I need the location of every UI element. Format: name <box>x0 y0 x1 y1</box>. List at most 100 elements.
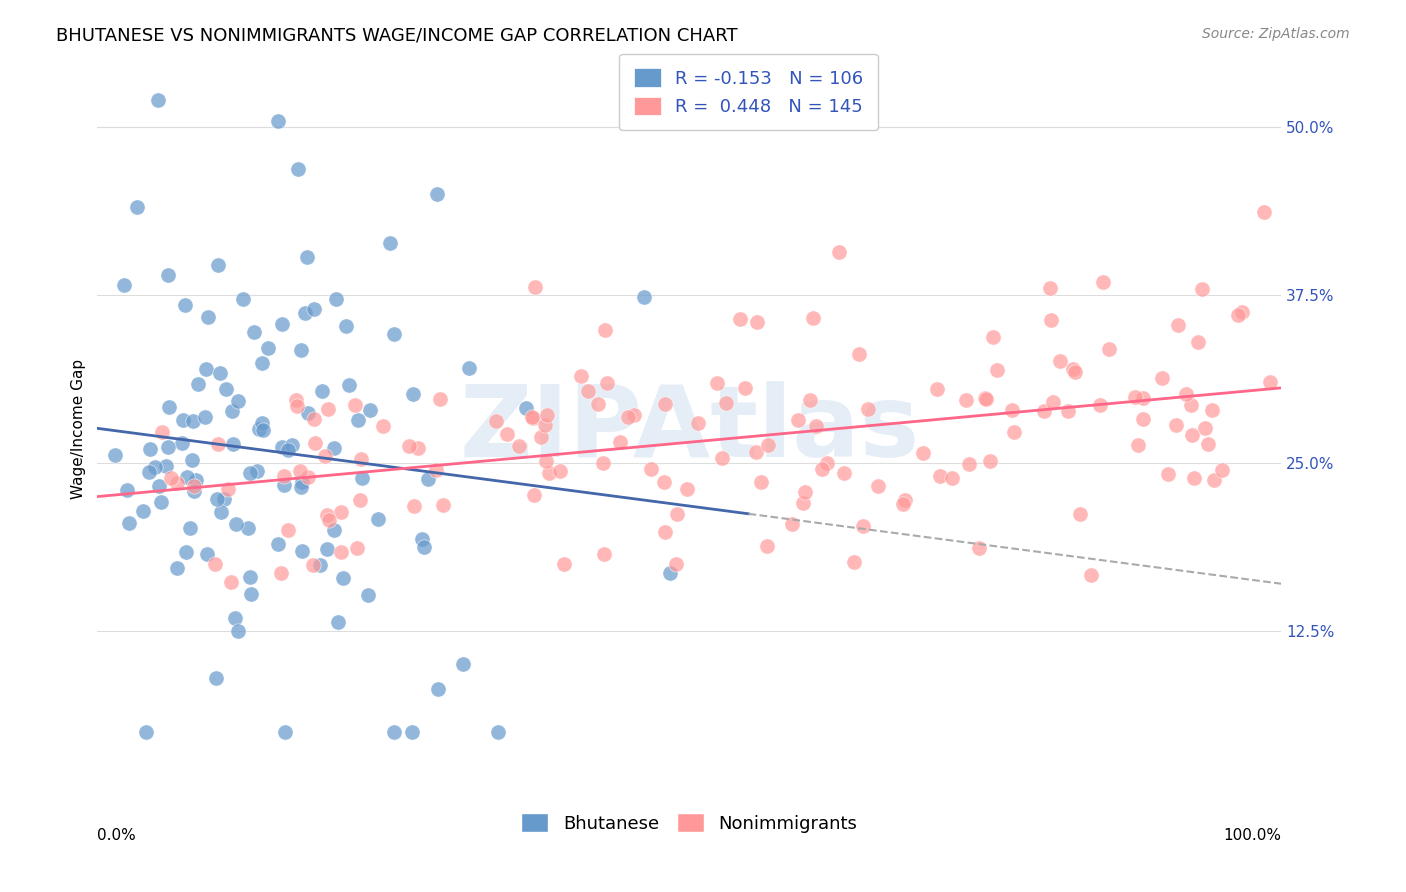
Bhutanese <box>323 524 346 538</box>
Nonimmigrants <box>1126 437 1149 451</box>
Nonimmigrants <box>349 493 371 508</box>
Nonimmigrants <box>756 539 779 553</box>
Nonimmigrants <box>623 408 645 422</box>
Bhutanese <box>453 657 475 671</box>
Nonimmigrants <box>665 558 688 572</box>
Nonimmigrants <box>1040 312 1063 326</box>
Nonimmigrants <box>1002 425 1025 439</box>
Nonimmigrants <box>842 555 865 569</box>
Nonimmigrants <box>780 516 803 531</box>
Bhutanese <box>195 362 218 376</box>
Nonimmigrants <box>676 482 699 496</box>
Bhutanese <box>273 478 295 492</box>
Nonimmigrants <box>1253 205 1275 219</box>
Nonimmigrants <box>285 393 308 408</box>
Bhutanese <box>247 422 270 436</box>
Nonimmigrants <box>815 456 838 470</box>
Bhutanese <box>277 442 299 457</box>
Text: 0.0%: 0.0% <box>97 829 136 844</box>
Nonimmigrants <box>304 436 326 450</box>
Nonimmigrants <box>270 566 292 581</box>
Nonimmigrants <box>534 454 557 468</box>
Nonimmigrants <box>652 475 675 490</box>
Nonimmigrants <box>1157 467 1180 482</box>
Nonimmigrants <box>1064 365 1087 379</box>
Nonimmigrants <box>1226 308 1249 322</box>
Nonimmigrants <box>1062 362 1084 376</box>
Nonimmigrants <box>569 369 592 384</box>
Nonimmigrants <box>288 464 311 478</box>
Bhutanese <box>239 570 262 584</box>
Bhutanese <box>411 532 433 546</box>
Nonimmigrants <box>373 418 395 433</box>
Bhutanese <box>250 356 273 370</box>
Nonimmigrants <box>1150 371 1173 385</box>
Nonimmigrants <box>983 330 1005 344</box>
Nonimmigrants <box>1180 398 1202 412</box>
Nonimmigrants <box>1088 398 1111 412</box>
Nonimmigrants <box>302 411 325 425</box>
Nonimmigrants <box>1042 395 1064 409</box>
Bhutanese <box>346 413 368 427</box>
Nonimmigrants <box>207 437 229 451</box>
Bhutanese <box>297 406 319 420</box>
Nonimmigrants <box>866 479 889 493</box>
Bhutanese <box>115 483 138 498</box>
Bhutanese <box>186 473 208 487</box>
Nonimmigrants <box>592 456 614 470</box>
Nonimmigrants <box>711 451 734 466</box>
Bhutanese <box>183 483 205 498</box>
Text: ZIPAtlas: ZIPAtlas <box>460 381 920 478</box>
Nonimmigrants <box>484 414 506 428</box>
Bhutanese <box>352 471 374 485</box>
Bhutanese <box>287 161 309 176</box>
Nonimmigrants <box>404 499 426 513</box>
Bhutanese <box>148 478 170 492</box>
Nonimmigrants <box>1230 304 1253 318</box>
Bhutanese <box>486 724 509 739</box>
Bhutanese <box>224 611 246 625</box>
Bhutanese <box>294 306 316 320</box>
Nonimmigrants <box>1258 376 1281 390</box>
Nonimmigrants <box>553 558 575 572</box>
Bhutanese <box>208 366 231 380</box>
Bhutanese <box>176 470 198 484</box>
Bhutanese <box>359 403 381 417</box>
Bhutanese <box>239 467 262 481</box>
Text: BHUTANESE VS NONIMMIGRANTS WAGE/INCOME GAP CORRELATION CHART: BHUTANESE VS NONIMMIGRANTS WAGE/INCOME G… <box>56 27 738 45</box>
Bhutanese <box>226 394 249 409</box>
Nonimmigrants <box>929 469 952 483</box>
Nonimmigrants <box>654 396 676 410</box>
Bhutanese <box>297 250 319 264</box>
Nonimmigrants <box>350 451 373 466</box>
Bhutanese <box>401 387 423 401</box>
Bhutanese <box>337 378 360 392</box>
Nonimmigrants <box>548 464 571 478</box>
Bhutanese <box>222 437 245 451</box>
Bhutanese <box>215 382 238 396</box>
Bhutanese <box>139 442 162 456</box>
Bhutanese <box>427 681 450 696</box>
Nonimmigrants <box>941 471 963 485</box>
Bhutanese <box>257 341 280 355</box>
Nonimmigrants <box>801 311 824 326</box>
Nonimmigrants <box>744 445 766 459</box>
Bhutanese <box>633 290 655 304</box>
Nonimmigrants <box>786 413 808 427</box>
Nonimmigrants <box>756 438 779 452</box>
Bhutanese <box>274 724 297 739</box>
Nonimmigrants <box>1080 567 1102 582</box>
Nonimmigrants <box>1181 428 1204 442</box>
Nonimmigrants <box>1132 391 1154 405</box>
Bhutanese <box>156 440 179 454</box>
Nonimmigrants <box>986 363 1008 377</box>
Nonimmigrants <box>496 427 519 442</box>
Bhutanese <box>155 459 177 474</box>
Nonimmigrants <box>576 384 599 398</box>
Nonimmigrants <box>927 382 949 396</box>
Bhutanese <box>315 541 337 556</box>
Nonimmigrants <box>617 410 640 425</box>
Bhutanese <box>207 258 229 272</box>
Nonimmigrants <box>1123 390 1146 404</box>
Nonimmigrants <box>277 523 299 537</box>
